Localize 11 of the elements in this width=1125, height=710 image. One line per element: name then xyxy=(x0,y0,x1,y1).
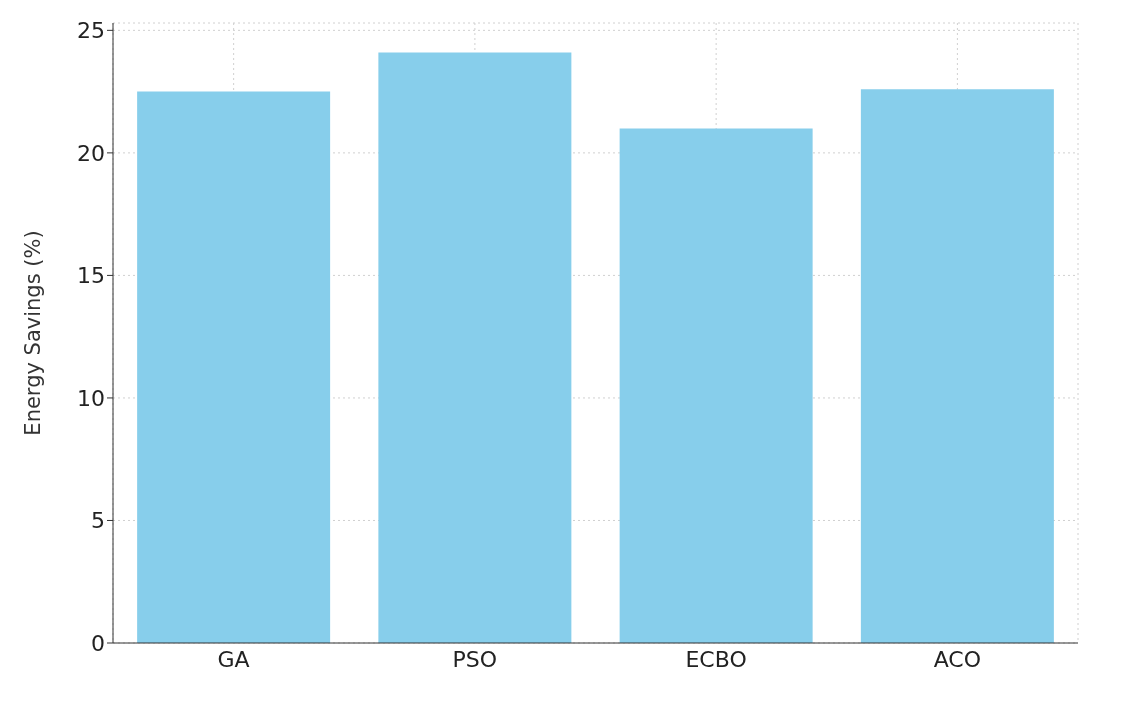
x-tick-label: GA xyxy=(217,646,250,672)
y-tick-label: 20 xyxy=(77,140,105,166)
x-tick-label: ECBO xyxy=(685,646,747,672)
x-tick-label: PSO xyxy=(452,646,498,672)
y-tick-label: 10 xyxy=(77,385,105,411)
y-tick-label: 5 xyxy=(91,508,105,534)
x-tick-label: ACO xyxy=(933,646,982,672)
y-axis-title: Energy Savings (%) xyxy=(21,230,46,436)
y-tick-label: 0 xyxy=(91,630,105,656)
y-tick-label: 25 xyxy=(77,18,105,44)
y-tick-label: 15 xyxy=(77,263,105,289)
